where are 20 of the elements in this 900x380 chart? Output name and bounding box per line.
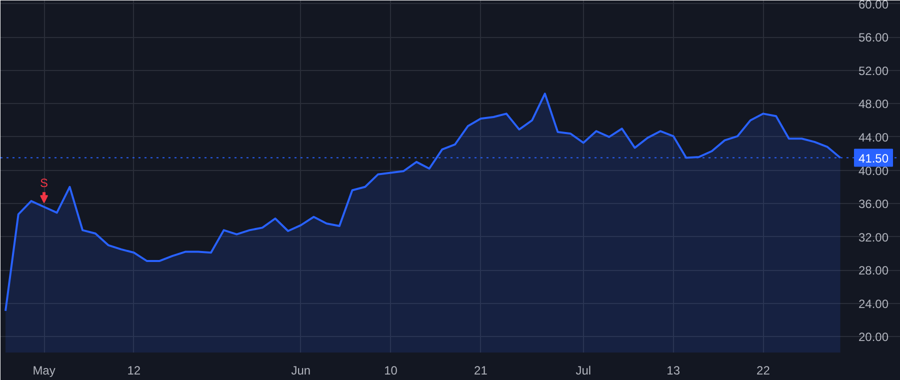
x-tick-label: Jun bbox=[291, 364, 311, 378]
y-tick-label: 56.00 bbox=[858, 30, 889, 45]
x-tick-label: 12 bbox=[127, 364, 141, 378]
y-tick-label: 44.00 bbox=[858, 130, 889, 144]
y-tick-label: 36.00 bbox=[858, 197, 889, 212]
y-tick-label: 32.00 bbox=[858, 230, 889, 244]
x-tick-label: 13 bbox=[666, 364, 680, 378]
y-tick-label: 48.00 bbox=[858, 97, 889, 112]
y-tick-label: 28.00 bbox=[858, 264, 889, 278]
x-tick-label: Jul bbox=[576, 364, 592, 378]
x-tick-label: 21 bbox=[474, 364, 488, 378]
ref-line-label: 41.50 bbox=[858, 151, 889, 166]
x-tick-label: 10 bbox=[384, 364, 398, 378]
x-tick-label: 22 bbox=[756, 364, 770, 378]
x-tick-label: May bbox=[32, 364, 56, 378]
y-tick-label: 40.00 bbox=[858, 164, 889, 178]
y-tick-label: 24.00 bbox=[858, 296, 889, 311]
annotation: S bbox=[40, 176, 48, 190]
y-tick-label: 20.00 bbox=[858, 330, 889, 344]
y-tick-label: 52.00 bbox=[858, 64, 889, 78]
